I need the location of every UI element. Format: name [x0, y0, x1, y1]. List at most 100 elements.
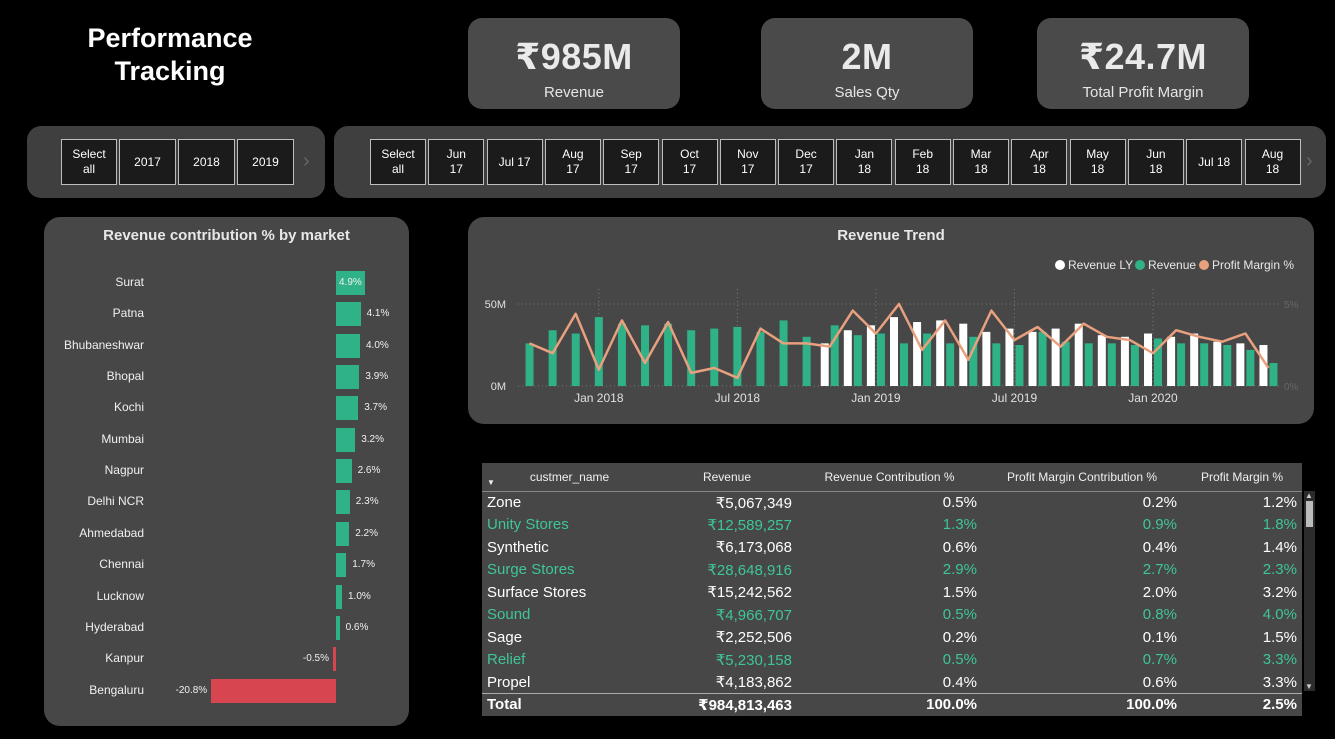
market-bar[interactable] — [336, 302, 361, 327]
col-header-customer[interactable]: custmer_name ▼ — [482, 463, 657, 492]
sort-descending-icon[interactable]: ▼ — [487, 478, 495, 487]
revenue-bar[interactable] — [876, 333, 885, 386]
revenue-ly-bar[interactable] — [890, 317, 898, 386]
col-header-profit-margin[interactable]: Profit Margin % — [1182, 463, 1302, 492]
revenue-bar[interactable] — [1200, 343, 1209, 386]
col-header-profit-contribution[interactable]: Profit Margin Contribution % — [982, 463, 1182, 492]
revenue-ly-bar[interactable] — [936, 320, 945, 386]
month-chip[interactable]: Feb 18 — [894, 139, 951, 185]
month-chip[interactable]: Mar 18 — [953, 139, 1009, 185]
revenue-bar[interactable] — [710, 328, 719, 386]
market-bar[interactable] — [336, 427, 356, 452]
revenue-bar[interactable] — [779, 320, 788, 386]
revenue-ly-bar[interactable] — [1051, 328, 1060, 386]
scroll-down-icon[interactable]: ▼ — [1305, 682, 1313, 691]
revenue-bar[interactable] — [1084, 343, 1093, 386]
month-chip[interactable]: Sep 17 — [603, 139, 660, 185]
revenue-bar[interactable] — [1269, 363, 1278, 386]
legend-item[interactable]: Profit Margin % — [1199, 258, 1294, 272]
year-chip[interactable]: 2017 — [119, 139, 176, 185]
revenue-ly-bar[interactable] — [1213, 341, 1222, 386]
month-chip[interactable]: Jul 17 — [486, 139, 543, 185]
table-row[interactable]: Propel ₹4,183,862 0.4% 0.6% 3.3% — [482, 671, 1302, 694]
market-bar[interactable] — [336, 365, 360, 390]
revenue-bar[interactable] — [687, 330, 696, 386]
revenue-ly-bar[interactable] — [1236, 343, 1245, 386]
revenue-bar[interactable] — [1130, 345, 1139, 386]
month-chip[interactable]: Select all — [370, 139, 426, 185]
legend-item[interactable]: Revenue LY — [1055, 258, 1133, 272]
month-chip[interactable]: Jun 17 — [428, 139, 485, 185]
legend-item[interactable]: Revenue — [1135, 258, 1196, 272]
revenue-ly-bar[interactable] — [982, 331, 991, 386]
revenue-ly-bar[interactable] — [820, 343, 829, 386]
revenue-bar[interactable] — [617, 323, 626, 386]
market-bar[interactable] — [336, 396, 359, 421]
profit-margin-line[interactable] — [529, 302, 1270, 380]
table-row[interactable]: Sage ₹2,252,506 0.2% 0.1% 1.5% — [482, 626, 1302, 649]
revenue-bar[interactable] — [525, 343, 534, 386]
month-chip[interactable]: Dec 17 — [778, 139, 835, 185]
revenue-bar[interactable] — [1038, 331, 1047, 386]
revenue-bar[interactable] — [756, 331, 765, 386]
revenue-bar[interactable] — [548, 330, 557, 386]
revenue-bar[interactable] — [664, 323, 673, 386]
chevron-right-icon[interactable]: › — [303, 150, 310, 172]
scroll-thumb[interactable] — [1306, 501, 1313, 527]
revenue-bar[interactable] — [1154, 338, 1162, 386]
revenue-ly-bar[interactable] — [1005, 328, 1014, 386]
revenue-bar[interactable] — [992, 343, 1001, 386]
revenue-bar[interactable] — [1177, 343, 1186, 386]
revenue-bar[interactable] — [1107, 343, 1116, 386]
revenue-ly-bar[interactable] — [1167, 336, 1176, 386]
revenue-ly-bar[interactable] — [1120, 336, 1129, 386]
market-bar[interactable] — [211, 678, 336, 703]
revenue-ly-bar[interactable] — [843, 330, 852, 386]
year-chip[interactable]: 2018 — [178, 139, 235, 185]
month-chip[interactable]: Apr 18 — [1011, 139, 1068, 185]
revenue-bar[interactable] — [571, 333, 580, 386]
market-bar[interactable] — [333, 647, 336, 672]
table-scrollbar[interactable]: ▲ ▼ — [1304, 491, 1315, 691]
revenue-ly-bar[interactable] — [913, 322, 922, 386]
table-row[interactable]: Relief ₹5,230,158 0.5% 0.7% 3.3% — [482, 649, 1302, 672]
revenue-ly-bar[interactable] — [866, 325, 875, 386]
revenue-bar[interactable] — [733, 326, 742, 386]
revenue-bar[interactable] — [802, 336, 811, 386]
month-chip[interactable]: Oct 17 — [661, 139, 718, 185]
revenue-bar[interactable] — [853, 335, 862, 386]
month-chip[interactable]: Aug 18 — [1244, 139, 1301, 185]
table-row[interactable]: Surface Stores ₹15,242,562 1.5% 2.0% 3.2% — [482, 581, 1302, 604]
table-row[interactable]: Unity Stores ₹12,589,257 1.3% 0.9% 1.8% — [482, 514, 1302, 537]
revenue-ly-bar[interactable] — [1190, 333, 1199, 386]
revenue-bar[interactable] — [946, 343, 955, 386]
table-row[interactable]: Zone ₹5,067,349 0.5% 0.2% 1.2% — [482, 491, 1302, 514]
revenue-bar[interactable] — [1246, 349, 1255, 386]
market-bar[interactable] — [336, 553, 347, 578]
table-row[interactable]: Surge Stores ₹28,648,916 2.9% 2.7% 2.3% — [482, 559, 1302, 582]
revenue-bar[interactable] — [1061, 341, 1070, 386]
col-header-revenue[interactable]: Revenue — [657, 463, 797, 492]
market-bar[interactable] — [336, 459, 352, 484]
market-bar[interactable] — [336, 615, 340, 640]
revenue-ly-bar[interactable] — [1144, 333, 1152, 386]
revenue-ly-bar[interactable] — [1028, 331, 1037, 386]
market-bar[interactable] — [336, 521, 350, 546]
month-chip[interactable]: Nov 17 — [719, 139, 776, 185]
revenue-bar[interactable] — [923, 333, 932, 386]
revenue-bar[interactable] — [969, 336, 978, 386]
revenue-bar[interactable] — [1015, 345, 1024, 386]
month-chip[interactable]: Aug 17 — [544, 139, 601, 185]
revenue-ly-bar[interactable] — [959, 323, 968, 386]
market-bar[interactable] — [336, 333, 360, 358]
year-chip[interactable]: 2019 — [237, 139, 294, 185]
market-bar[interactable] — [336, 490, 350, 515]
revenue-bar[interactable] — [1223, 345, 1232, 386]
revenue-bar[interactable] — [641, 325, 649, 386]
revenue-bar[interactable] — [900, 343, 908, 386]
month-chip[interactable]: Jun 18 — [1127, 139, 1184, 185]
month-chip[interactable]: Jul 18 — [1186, 139, 1243, 185]
month-chip[interactable]: Jan 18 — [836, 139, 893, 185]
month-chip[interactable]: May 18 — [1069, 139, 1126, 185]
chevron-right-icon[interactable]: › — [1306, 150, 1313, 172]
